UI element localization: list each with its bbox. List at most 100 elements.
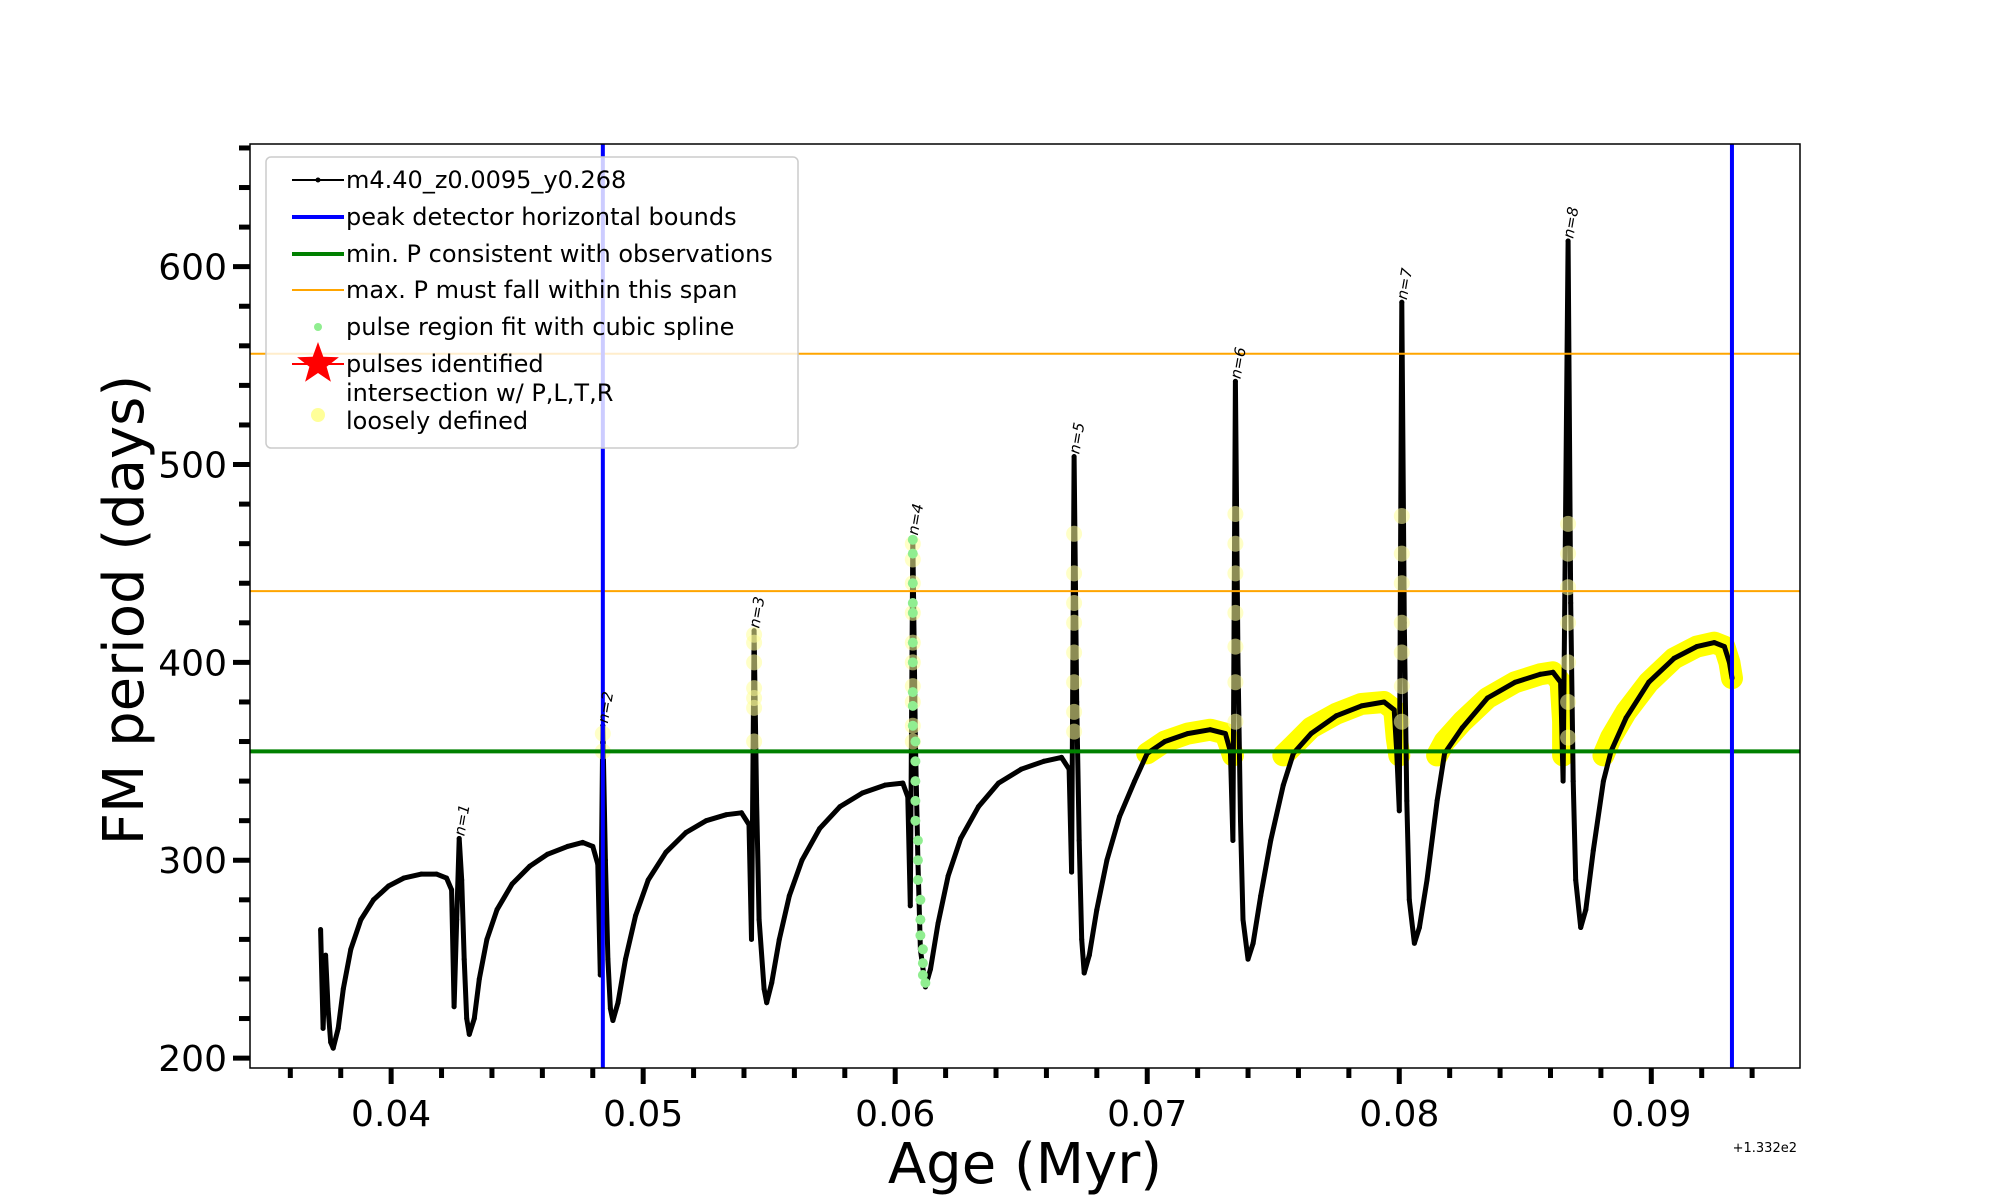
series-point: [484, 936, 490, 942]
series-point: [386, 883, 392, 889]
series-point: [418, 871, 424, 877]
x-tick-label: 0.06: [855, 1094, 935, 1135]
plot-area: n=1 n=2 n=3 n=4 n=5 n=6 n=7 n=8: [250, 144, 1800, 1068]
series-point: [1069, 869, 1075, 875]
series-point: [739, 810, 744, 816]
series-point: [527, 863, 533, 869]
spline-point: [920, 977, 931, 988]
spline-point: [907, 598, 918, 608]
series-point: [348, 946, 354, 952]
series-point: [466, 1031, 472, 1037]
intersection-point: [1560, 729, 1577, 746]
series-point: [769, 980, 775, 986]
legend-dot-marker: [315, 177, 321, 183]
series-point: [1560, 778, 1566, 784]
series-point: [633, 913, 639, 919]
series-point: [663, 849, 669, 855]
pulse-annotation: n=5: [1065, 421, 1088, 455]
intersection-point: [1066, 525, 1083, 542]
legend-label: intersection w/ P,L,T,R: [346, 379, 613, 407]
legend-dot-marker: [311, 408, 325, 422]
series-point: [1558, 679, 1564, 685]
series-point: [958, 836, 964, 841]
intersection-point: [1393, 678, 1410, 695]
series-point: [1235, 659, 1241, 665]
series-point: [1079, 936, 1085, 942]
series-point: [1258, 893, 1264, 899]
series-point: [456, 836, 462, 841]
series-point: [590, 843, 596, 849]
series-point: [444, 875, 450, 881]
spline-point: [910, 815, 921, 826]
series-point: [1232, 378, 1238, 384]
series-point: [1406, 897, 1412, 903]
series-point: [945, 873, 951, 879]
intersection-point: [1066, 674, 1083, 691]
series-point: [1396, 808, 1402, 814]
y-tick-label: 300: [158, 841, 227, 882]
x-tick-label: 0.09: [1611, 1094, 1691, 1135]
series-point: [607, 1006, 613, 1012]
series-point: [371, 897, 376, 903]
series-point: [494, 907, 500, 913]
x-tick-label: 0.04: [351, 1094, 431, 1135]
series-point: [1238, 818, 1243, 824]
intersection-point: [1066, 644, 1083, 661]
series-point: [645, 877, 651, 883]
legend-label: max. P must fall within this span: [346, 276, 737, 304]
pulse-annotation: n=7: [1393, 266, 1416, 301]
spline-point: [912, 855, 923, 866]
series-point: [1117, 814, 1122, 820]
intersection-point: [1560, 654, 1577, 671]
series-point: [1018, 766, 1024, 772]
series-point: [1268, 838, 1274, 843]
intersection-point: [1227, 565, 1244, 582]
intersection-point: [1227, 506, 1244, 522]
series-point: [1646, 679, 1652, 685]
intersection-point: [1393, 508, 1410, 524]
spline-point: [907, 548, 918, 559]
intersection-point: [1393, 614, 1410, 631]
spline-point: [917, 944, 928, 955]
series-point: [615, 1000, 621, 1006]
x-offset-label: +1.332e2: [1733, 1141, 1797, 1156]
plot-content: n=1 n=2 n=3 n=4 n=5 n=6 n=7 n=8: [250, 144, 1800, 1068]
spline-point: [910, 795, 921, 806]
series-point: [323, 952, 329, 958]
series-point: [605, 956, 611, 962]
legend-label: pulses identified: [346, 350, 544, 378]
intersection-point: [1560, 694, 1577, 710]
yellow-arc-4: [1592, 631, 1743, 767]
series-point: [928, 966, 933, 972]
series-point: [623, 956, 628, 962]
intersection-point: [746, 733, 763, 750]
y-tick-label: 400: [158, 643, 227, 684]
intersection-point: [1066, 703, 1083, 720]
series-point: [1074, 699, 1080, 705]
legend-box: [265, 156, 799, 449]
plot-frame: [249, 143, 1801, 1069]
intersection-point: [1560, 614, 1577, 631]
spline-point: [917, 958, 928, 969]
series-point: [610, 1018, 616, 1023]
star-icon: [297, 342, 339, 382]
series-point: [1041, 758, 1047, 764]
series-point: [1485, 695, 1490, 701]
series-point: [318, 927, 324, 932]
pulse-annotation: n=6: [1227, 346, 1250, 380]
series-point: [1694, 644, 1700, 650]
series-point: [1071, 454, 1077, 460]
spline-point: [917, 970, 928, 980]
series-point: [544, 851, 550, 857]
spline-point: [915, 894, 926, 905]
spline-point: [910, 756, 921, 767]
series-point: [476, 976, 482, 982]
x-tick-label: 0.08: [1359, 1094, 1439, 1135]
intersection-point: [1066, 565, 1083, 582]
series-point: [1623, 715, 1629, 721]
series-point: [996, 780, 1001, 786]
series-point: [1573, 877, 1579, 883]
series-point: [1411, 940, 1417, 946]
series-point: [1359, 703, 1364, 709]
intersection-point: [1066, 614, 1083, 631]
